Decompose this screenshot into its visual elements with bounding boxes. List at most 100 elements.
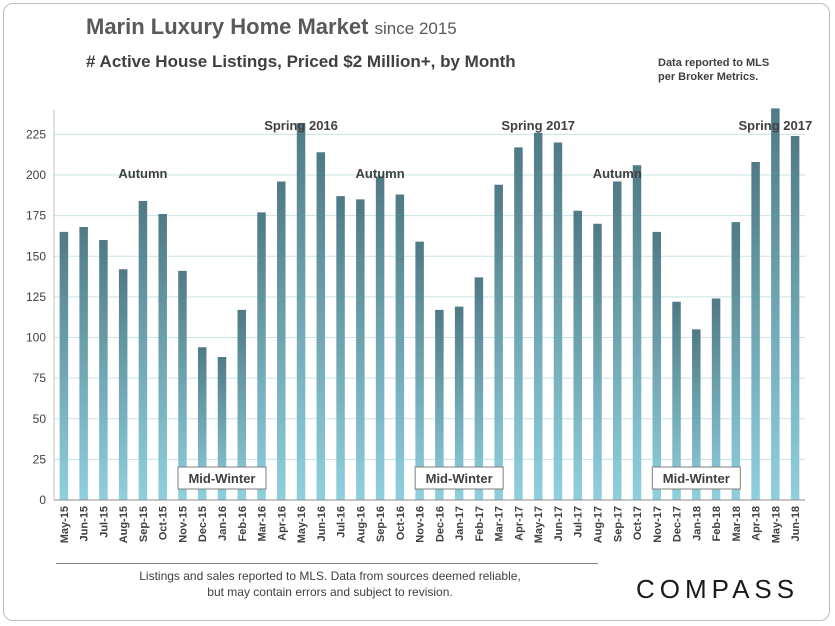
bar-oct-15 <box>158 214 167 500</box>
x-tick-label: Aug-16 <box>355 506 367 543</box>
bar-sep-15 <box>138 201 148 500</box>
x-tick-label: Dec-15 <box>197 506 209 542</box>
bar-nov-17 <box>652 231 662 500</box>
bar-dec-15 <box>197 347 207 500</box>
x-tick-label: Aug-17 <box>592 506 604 543</box>
annotation-box <box>651 466 741 490</box>
x-tick-label: Jun-15 <box>79 506 91 541</box>
x-tick-label: Jun-16 <box>316 506 328 541</box>
bar-nov-15 <box>178 270 187 500</box>
x-tick-label: Dec-16 <box>434 506 446 542</box>
x-tick-label: Jul-16 <box>336 506 348 538</box>
bar-jun-18 <box>790 136 800 500</box>
bar-mar-17 <box>494 184 503 500</box>
x-tick-label: Oct-15 <box>158 506 170 540</box>
x-tick-label: Mar-16 <box>257 506 269 541</box>
bar-apr-16 <box>277 181 286 500</box>
bar-feb-17 <box>474 277 484 500</box>
bar-dec-16 <box>435 309 444 500</box>
x-tick-label: Sep-15 <box>138 506 150 542</box>
x-tick-label: May-15 <box>59 506 71 543</box>
x-tick-label: Aug-15 <box>118 506 130 543</box>
bar-sep-17 <box>613 181 622 500</box>
x-tick-label: Sep-16 <box>375 506 387 542</box>
y-tick-label: 150 <box>26 249 46 263</box>
annotation-box <box>177 466 267 490</box>
x-tick-label: May-16 <box>296 506 308 543</box>
x-tick-label: Mar-17 <box>494 506 506 541</box>
bar-jan-17 <box>454 306 464 500</box>
bar-apr-18 <box>751 162 760 500</box>
x-tick-label: Nov-15 <box>177 506 189 543</box>
annotation-autumn: Autumn <box>118 166 167 181</box>
bar-may-17 <box>533 132 543 500</box>
x-tick-label: Jan-17 <box>454 506 466 541</box>
y-tick-label: 0 <box>39 493 46 507</box>
source-note-line2: per Broker Metrics. <box>658 71 759 83</box>
bar-oct-16 <box>395 194 405 500</box>
bar-oct-17 <box>632 165 642 500</box>
x-tick-label: Jul-15 <box>98 506 110 538</box>
bar-feb-16 <box>237 309 246 500</box>
footer-line1: Listings and sales reported to MLS. Data… <box>139 569 521 583</box>
bar-jun-17 <box>553 142 563 500</box>
bar-may-16 <box>296 123 306 500</box>
source-note-line1: Data reported to MLS <box>658 57 770 69</box>
title-suffix: since 2015 <box>374 19 457 38</box>
y-tick-label: 50 <box>33 412 47 426</box>
annotation-autumn: Autumn <box>593 166 642 181</box>
x-tick-label: Sep-17 <box>612 506 624 542</box>
annotation-box <box>414 466 504 490</box>
y-tick-label: 25 <box>33 452 47 466</box>
y-tick-label: 200 <box>26 168 46 182</box>
bar-feb-18 <box>711 298 721 500</box>
compass-logo: COMPASS <box>636 574 800 604</box>
footer-divider <box>56 563 598 564</box>
x-tick-label: Dec-17 <box>672 506 684 542</box>
x-tick-label: Jul-17 <box>573 506 585 538</box>
x-tick-label: Apr-16 <box>276 506 288 541</box>
x-tick-label: Feb-17 <box>474 506 486 541</box>
bar-may-18 <box>771 108 780 500</box>
bar-jun-16 <box>316 152 326 500</box>
footer-disclaimer: Listings and sales reported to MLS. Data… <box>60 568 600 600</box>
x-tick-label: Nov-17 <box>652 506 664 543</box>
annotation-autumn: Autumn <box>356 166 405 181</box>
x-tick-label: Jun-17 <box>553 506 565 541</box>
annotation-mid-winter: Mid-Winter <box>426 471 493 486</box>
y-tick-label: 75 <box>33 371 47 385</box>
bar-jul-17 <box>573 210 582 500</box>
annotation-mid-winter: Mid-Winter <box>663 471 730 486</box>
bar-jul-15 <box>99 240 108 500</box>
y-tick-label: 225 <box>26 127 46 141</box>
chart-subtitle: # Active House Listings, Priced $2 Milli… <box>86 52 516 71</box>
bar-may-15 <box>59 231 69 500</box>
y-tick-label: 100 <box>26 331 46 345</box>
bar-dec-17 <box>672 301 681 500</box>
bar-jun-15 <box>79 227 88 500</box>
bar-jan-16 <box>217 357 227 500</box>
x-tick-label: Apr-18 <box>751 506 763 541</box>
x-tick-label: Mar-18 <box>731 506 743 541</box>
bar-jul-16 <box>336 196 345 500</box>
source-note: Data reported to MLS per Broker Metrics. <box>658 56 769 84</box>
x-tick-label: Nov-16 <box>415 506 427 543</box>
bar-apr-17 <box>514 147 523 500</box>
footer-line2: but may contain errors and subject to re… <box>207 585 453 599</box>
x-tick-label: Jun-18 <box>790 506 802 541</box>
title-main: Marin Luxury Home Market <box>86 14 369 39</box>
y-tick-label: 175 <box>26 209 46 223</box>
x-tick-label: May-17 <box>533 506 545 543</box>
annotation-spring: Spring 2016 <box>264 118 338 133</box>
bar-mar-18 <box>731 222 741 500</box>
annotation-spring: Spring 2017 <box>501 118 575 133</box>
annotation-spring: Spring 2017 <box>739 118 813 133</box>
x-tick-label: Apr-17 <box>513 506 525 541</box>
x-tick-label: Oct-16 <box>395 506 407 540</box>
x-tick-label: Oct-17 <box>632 506 644 540</box>
x-tick-label: Jan-16 <box>217 506 229 541</box>
bar-nov-16 <box>415 241 424 500</box>
x-tick-label: May-18 <box>770 506 782 543</box>
bar-jan-18 <box>692 329 701 500</box>
